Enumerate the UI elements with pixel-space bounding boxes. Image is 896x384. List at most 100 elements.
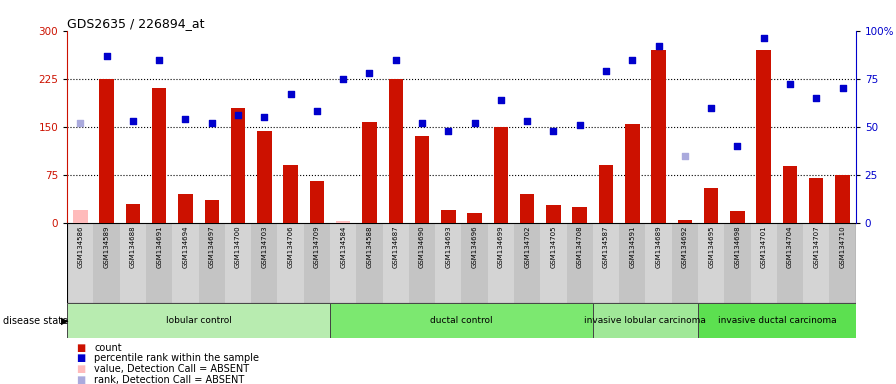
Bar — [593, 223, 619, 303]
Text: GSM134704: GSM134704 — [787, 225, 793, 268]
Bar — [251, 223, 278, 303]
Bar — [67, 303, 330, 338]
Bar — [599, 165, 613, 223]
Text: GSM134697: GSM134697 — [209, 225, 215, 268]
Bar — [540, 223, 566, 303]
Text: count: count — [94, 343, 122, 353]
Bar — [698, 303, 856, 338]
Point — [283, 91, 297, 97]
Point — [704, 104, 719, 111]
Bar — [257, 131, 271, 223]
Bar — [547, 205, 561, 223]
Text: ■: ■ — [76, 353, 85, 363]
Bar — [225, 223, 251, 303]
Text: rank, Detection Call = ABSENT: rank, Detection Call = ABSENT — [94, 375, 245, 384]
Point — [520, 118, 534, 124]
Text: GSM134584: GSM134584 — [340, 225, 346, 268]
Point — [494, 97, 508, 103]
Bar — [435, 223, 461, 303]
Point — [599, 68, 613, 74]
Bar — [67, 223, 93, 303]
Point — [336, 76, 350, 82]
Point — [809, 95, 823, 101]
Point — [152, 56, 167, 63]
Point — [441, 127, 455, 134]
Point — [677, 152, 692, 159]
Bar — [809, 178, 823, 223]
Bar — [677, 220, 692, 223]
Point — [783, 81, 797, 88]
Text: disease state: disease state — [3, 316, 68, 326]
Point — [756, 35, 771, 41]
Bar — [514, 223, 540, 303]
Point — [362, 70, 376, 76]
Text: percentile rank within the sample: percentile rank within the sample — [94, 353, 259, 363]
Text: GSM134699: GSM134699 — [498, 225, 504, 268]
Bar — [278, 223, 304, 303]
Bar — [730, 211, 745, 223]
Bar — [672, 223, 698, 303]
Text: invasive ductal carcinoma: invasive ductal carcinoma — [718, 316, 836, 325]
Point — [204, 120, 219, 126]
Text: GSM134586: GSM134586 — [77, 225, 83, 268]
Text: GSM134691: GSM134691 — [156, 225, 162, 268]
Text: GSM134690: GSM134690 — [419, 225, 425, 268]
Text: GSM134708: GSM134708 — [577, 225, 582, 268]
Bar — [625, 124, 640, 223]
Point — [257, 114, 271, 120]
Point — [178, 116, 193, 122]
Bar — [415, 136, 429, 223]
Bar — [383, 223, 409, 303]
Bar — [172, 223, 199, 303]
Bar — [698, 223, 724, 303]
Text: ▶: ▶ — [61, 316, 68, 326]
Bar — [152, 88, 167, 223]
Text: GSM134707: GSM134707 — [814, 225, 819, 268]
Text: GSM134702: GSM134702 — [524, 225, 530, 268]
Bar — [783, 166, 797, 223]
Bar — [751, 223, 777, 303]
Point — [310, 108, 324, 114]
Bar — [803, 223, 830, 303]
Text: GSM134706: GSM134706 — [288, 225, 294, 268]
Bar — [645, 223, 672, 303]
Text: GSM134587: GSM134587 — [603, 225, 609, 268]
Text: GDS2635 / 226894_at: GDS2635 / 226894_at — [67, 17, 204, 30]
Point — [651, 43, 666, 49]
Bar — [310, 181, 324, 223]
Bar — [125, 204, 140, 223]
Text: GSM134696: GSM134696 — [471, 225, 478, 268]
Text: value, Detection Call = ABSENT: value, Detection Call = ABSENT — [94, 364, 249, 374]
Bar — [619, 223, 645, 303]
Bar — [357, 223, 383, 303]
Text: GSM134689: GSM134689 — [656, 225, 661, 268]
Bar — [362, 122, 376, 223]
Bar — [835, 175, 849, 223]
Bar — [204, 200, 219, 223]
Point — [125, 118, 140, 124]
Point — [415, 120, 429, 126]
Bar — [566, 223, 593, 303]
Text: lobular control: lobular control — [166, 316, 231, 325]
Text: invasive lobular carcinoma: invasive lobular carcinoma — [584, 316, 706, 325]
Text: ■: ■ — [76, 343, 85, 353]
Point — [547, 127, 561, 134]
Bar — [120, 223, 146, 303]
Text: GSM134703: GSM134703 — [262, 225, 267, 268]
Bar — [231, 108, 246, 223]
Bar — [494, 127, 508, 223]
Bar — [724, 223, 751, 303]
Bar — [468, 213, 482, 223]
Text: GSM134688: GSM134688 — [130, 225, 136, 268]
Bar — [178, 194, 193, 223]
Bar — [704, 187, 719, 223]
Bar — [441, 210, 455, 223]
Bar — [199, 223, 225, 303]
Bar — [461, 223, 487, 303]
Text: GSM134694: GSM134694 — [183, 225, 188, 268]
Text: GSM134709: GSM134709 — [314, 225, 320, 268]
Point — [835, 85, 849, 91]
Bar — [651, 50, 666, 223]
Text: GSM134692: GSM134692 — [682, 225, 688, 268]
Text: GSM134693: GSM134693 — [445, 225, 452, 268]
